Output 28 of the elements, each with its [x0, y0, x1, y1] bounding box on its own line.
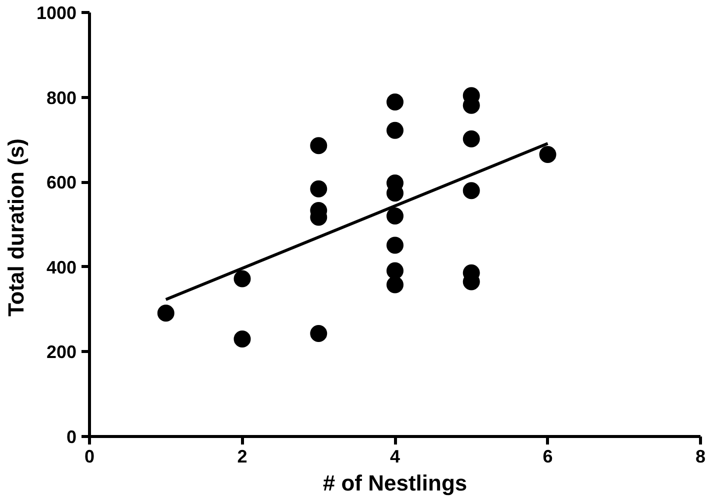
x-tick-label: 4 — [390, 446, 400, 466]
point — [386, 93, 404, 110]
point — [157, 304, 174, 322]
y-tick-label: 200 — [46, 342, 77, 362]
point — [310, 324, 328, 342]
point — [386, 262, 404, 280]
point — [386, 208, 404, 225]
y-tick-label: 400 — [46, 257, 77, 278]
point — [539, 146, 556, 164]
x-axis-title: # of Nestlings — [322, 470, 468, 496]
y-tick-label: 800 — [46, 88, 77, 108]
point — [386, 236, 404, 254]
point — [310, 137, 328, 154]
y-tick-label: 0 — [66, 427, 77, 447]
y-tick-label: 600 — [46, 172, 77, 193]
point — [386, 276, 404, 294]
point — [234, 330, 251, 348]
x-tick-label: 0 — [84, 446, 95, 466]
point — [310, 180, 328, 198]
x-tick-label: 8 — [695, 446, 706, 466]
x-tick-label: 2 — [237, 446, 248, 466]
x-tick-label: 6 — [542, 446, 553, 466]
point — [462, 130, 480, 148]
y-tick-label: 1000 — [36, 3, 77, 23]
point — [462, 182, 480, 200]
y-axis-title: Total duration (s) — [3, 138, 28, 317]
point — [234, 270, 251, 288]
point — [386, 122, 404, 139]
